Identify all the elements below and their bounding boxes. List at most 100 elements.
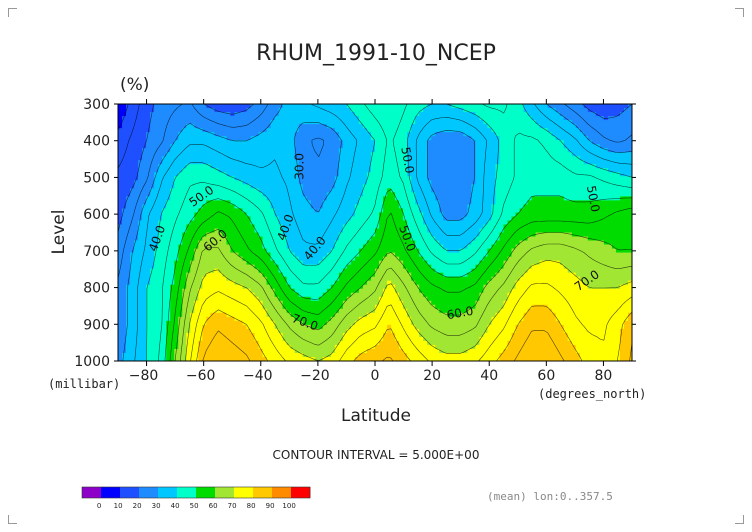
- heatmap-cell: [607, 224, 613, 229]
- heatmap-cell: [370, 132, 376, 137]
- heatmap-cell: [443, 156, 448, 161]
- heatmap-cell: [395, 232, 400, 238]
- heatmap-cell: [523, 124, 529, 129]
- heatmap-cell: [346, 180, 352, 185]
- heatmap-cell: [399, 164, 404, 169]
- heatmap-cell: [539, 236, 545, 242]
- heatmap-cell: [370, 108, 376, 113]
- heatmap-cell: [266, 160, 272, 165]
- heatmap-cell: [583, 204, 589, 209]
- heatmap-cell: [350, 224, 356, 229]
- heatmap-cell: [362, 108, 368, 113]
- heatmap-cell: [214, 188, 219, 193]
- heatmap-cell: [202, 248, 207, 254]
- heatmap-cell: [186, 248, 191, 254]
- heatmap-cell: [619, 160, 625, 165]
- heatmap-cell: [198, 240, 203, 246]
- heatmap-cell: [511, 220, 517, 225]
- heatmap-cell: [527, 176, 533, 181]
- heatmap-cell: [555, 244, 561, 250]
- heatmap-cell: [595, 256, 601, 262]
- heatmap-cell: [515, 172, 521, 177]
- heatmap-cell: [326, 124, 332, 129]
- heatmap-cell: [178, 152, 183, 157]
- heatmap-cell: [270, 224, 276, 229]
- heatmap-cell: [407, 248, 412, 254]
- heatmap-cell: [499, 172, 504, 177]
- heatmap-cell: [471, 176, 476, 181]
- heatmap-cell: [543, 188, 549, 193]
- heatmap-cell: [399, 248, 404, 254]
- heatmap-cell: [387, 120, 392, 125]
- heatmap-cell: [591, 160, 597, 165]
- heatmap-cell: [358, 160, 364, 165]
- heatmap-cell: [270, 232, 276, 238]
- heatmap-cell: [587, 216, 593, 221]
- heatmap-cell: [174, 148, 179, 153]
- heatmap-cell: [170, 188, 175, 193]
- heatmap-cell: [423, 124, 428, 129]
- heatmap-cell: [250, 224, 256, 229]
- heatmap-cell: [238, 156, 243, 161]
- heatmap-cell: [286, 220, 292, 225]
- heatmap-cell: [615, 116, 621, 121]
- heatmap-cell: [134, 212, 139, 217]
- heatmap-cell: [346, 144, 352, 149]
- heatmap-cell: [362, 176, 368, 181]
- heatmap-cell: [250, 124, 256, 129]
- heatmap-cell: [583, 240, 589, 246]
- heatmap-cell: [334, 176, 340, 181]
- heatmap-cell: [587, 208, 593, 213]
- heatmap-cell: [463, 136, 468, 141]
- heatmap-cell: [507, 200, 513, 205]
- heatmap-cell: [118, 120, 123, 125]
- heatmap-cell: [487, 212, 492, 217]
- heatmap-cell: [310, 152, 316, 157]
- heatmap-cell: [531, 124, 537, 129]
- heatmap-cell: [515, 232, 521, 238]
- heatmap-cell: [599, 236, 605, 242]
- heatmap-cell: [322, 236, 328, 242]
- heatmap-cell: [334, 160, 340, 165]
- heatmap-cell: [226, 120, 231, 125]
- heatmap-cell: [170, 256, 175, 262]
- heatmap-cell: [571, 224, 577, 229]
- heatmap-cell: [375, 244, 380, 250]
- heatmap-cell: [479, 172, 484, 177]
- heatmap-cell: [395, 108, 400, 113]
- heatmap-cell: [491, 152, 496, 157]
- heatmap-cell: [270, 256, 276, 262]
- heatmap-cell: [290, 152, 296, 157]
- heatmap-cell: [222, 104, 227, 109]
- heatmap-cell: [158, 156, 163, 161]
- heatmap-cell: [270, 240, 276, 246]
- heatmap-cell: [499, 244, 504, 250]
- heatmap-cell: [415, 216, 420, 221]
- heatmap-cell: [282, 236, 288, 242]
- heatmap-cell: [571, 132, 577, 137]
- heatmap-cell: [130, 196, 135, 201]
- heatmap-cell: [555, 212, 561, 217]
- heatmap-cell: [443, 228, 448, 233]
- heatmap-cell: [314, 112, 320, 117]
- heatmap-cell: [375, 208, 380, 213]
- heatmap-cell: [403, 208, 408, 213]
- heatmap-cell: [282, 132, 288, 137]
- heatmap-cell: [439, 252, 444, 258]
- heatmap-cell: [238, 252, 243, 258]
- heatmap-cell: [270, 120, 276, 125]
- heatmap-cell: [539, 244, 545, 250]
- heatmap-cell: [366, 252, 372, 258]
- heatmap-cell: [487, 252, 492, 258]
- heatmap-cell: [306, 176, 312, 181]
- heatmap-cell: [358, 240, 364, 246]
- heatmap-cell: [499, 248, 504, 254]
- heatmap-cell: [166, 136, 171, 141]
- heatmap-cell: [463, 220, 468, 225]
- heatmap-cell: [447, 104, 452, 109]
- heatmap-cell: [627, 196, 633, 201]
- heatmap-cell: [587, 140, 593, 145]
- heatmap-cell: [419, 120, 424, 125]
- heatmap-cell: [443, 192, 448, 197]
- heatmap-cell: [290, 188, 296, 193]
